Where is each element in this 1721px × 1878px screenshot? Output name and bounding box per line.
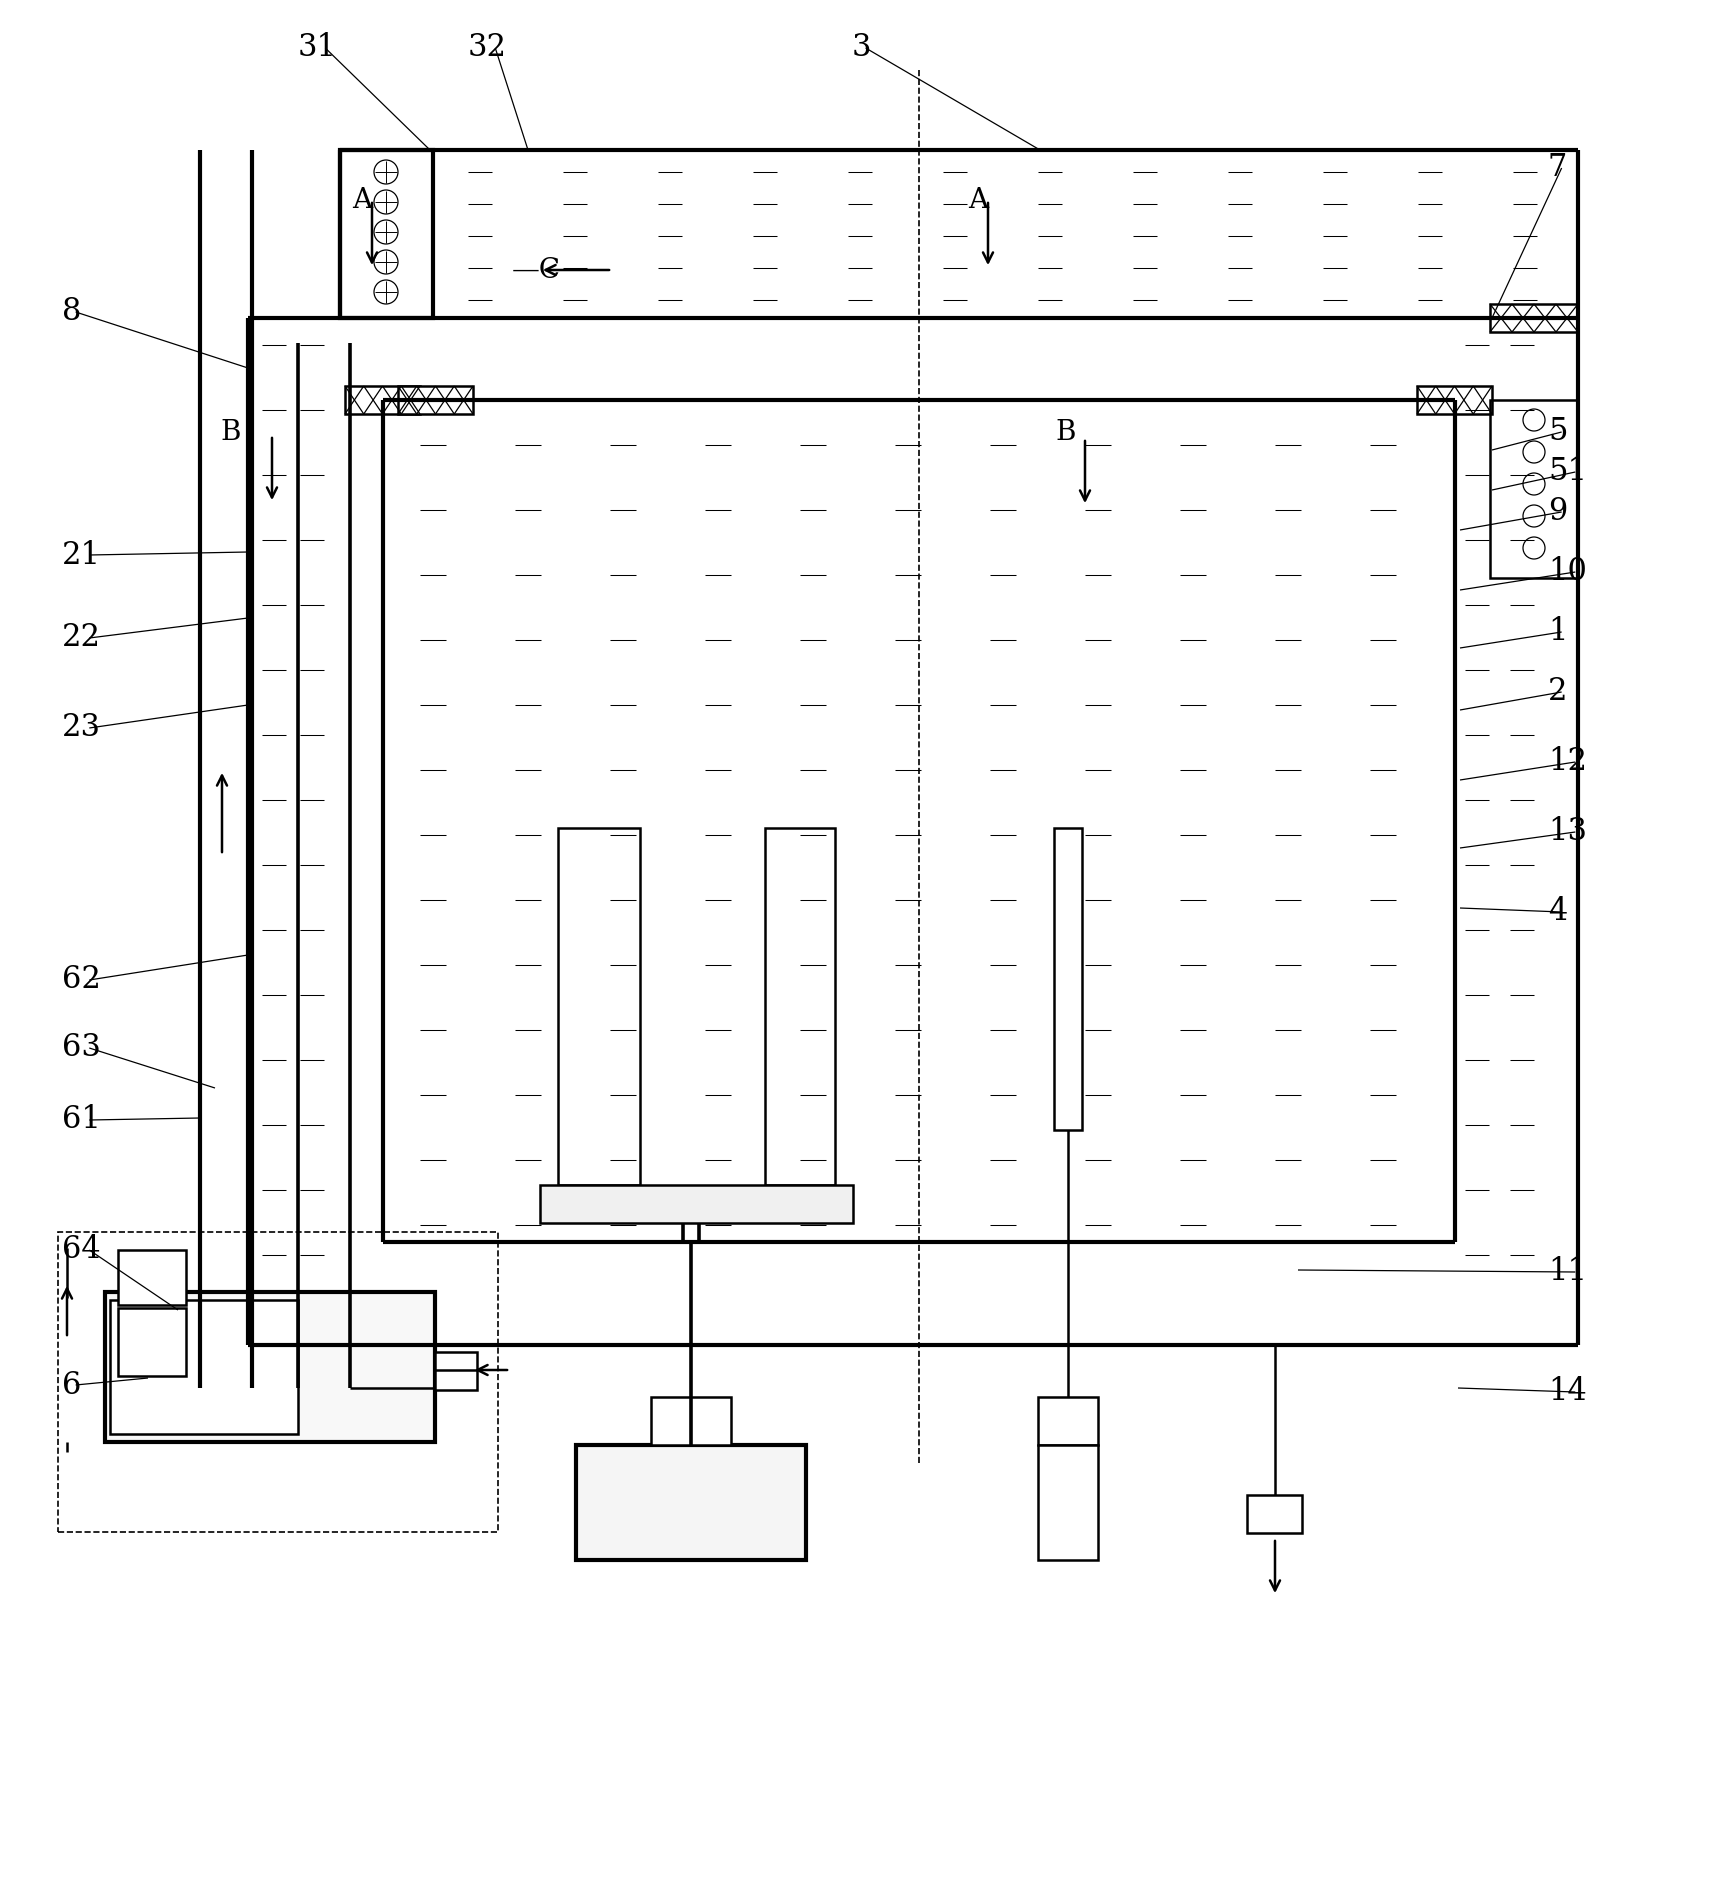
- Text: 6: 6: [62, 1369, 81, 1401]
- Text: 9: 9: [1547, 496, 1568, 528]
- Bar: [1053, 828, 1083, 1131]
- Text: 2: 2: [1547, 676, 1568, 708]
- Text: 51: 51: [1547, 456, 1587, 488]
- Text: 61: 61: [62, 1104, 102, 1136]
- Bar: [341, 150, 434, 317]
- Text: A: A: [967, 186, 988, 214]
- Bar: [540, 1185, 854, 1223]
- Bar: [398, 387, 473, 413]
- Text: 10: 10: [1547, 556, 1587, 588]
- Bar: [1416, 387, 1492, 413]
- Bar: [1038, 1444, 1098, 1561]
- Text: 21: 21: [62, 539, 102, 571]
- Text: 13: 13: [1547, 817, 1587, 847]
- Bar: [119, 1251, 186, 1305]
- Text: B: B: [220, 419, 241, 445]
- Bar: [119, 1307, 186, 1377]
- Text: 31: 31: [298, 32, 337, 64]
- Text: 64: 64: [62, 1234, 100, 1266]
- Bar: [577, 1444, 805, 1561]
- Bar: [651, 1397, 731, 1444]
- Bar: [435, 1352, 477, 1390]
- Bar: [558, 828, 640, 1185]
- Text: 7: 7: [1547, 152, 1568, 184]
- Text: 3: 3: [852, 32, 871, 64]
- Text: 11: 11: [1547, 1256, 1587, 1288]
- Text: —C: —C: [513, 257, 561, 284]
- Bar: [766, 828, 835, 1185]
- Text: 63: 63: [62, 1033, 102, 1063]
- Bar: [344, 387, 420, 413]
- Text: A: A: [353, 186, 372, 214]
- Bar: [1038, 1397, 1098, 1444]
- Bar: [110, 1300, 298, 1435]
- Text: 14: 14: [1547, 1377, 1587, 1407]
- Text: 23: 23: [62, 712, 102, 744]
- Text: 5: 5: [1547, 417, 1568, 447]
- Text: 12: 12: [1547, 746, 1587, 777]
- Bar: [59, 1232, 497, 1532]
- Bar: [1490, 400, 1578, 578]
- Text: 1: 1: [1547, 616, 1568, 648]
- Bar: [1248, 1495, 1303, 1532]
- Bar: [1490, 304, 1578, 332]
- Text: B: B: [1055, 419, 1076, 445]
- Text: 8: 8: [62, 297, 81, 327]
- Text: 62: 62: [62, 965, 102, 995]
- Text: 4: 4: [1547, 896, 1568, 928]
- Text: 32: 32: [468, 32, 508, 64]
- Text: 22: 22: [62, 622, 102, 654]
- Bar: [105, 1292, 435, 1442]
